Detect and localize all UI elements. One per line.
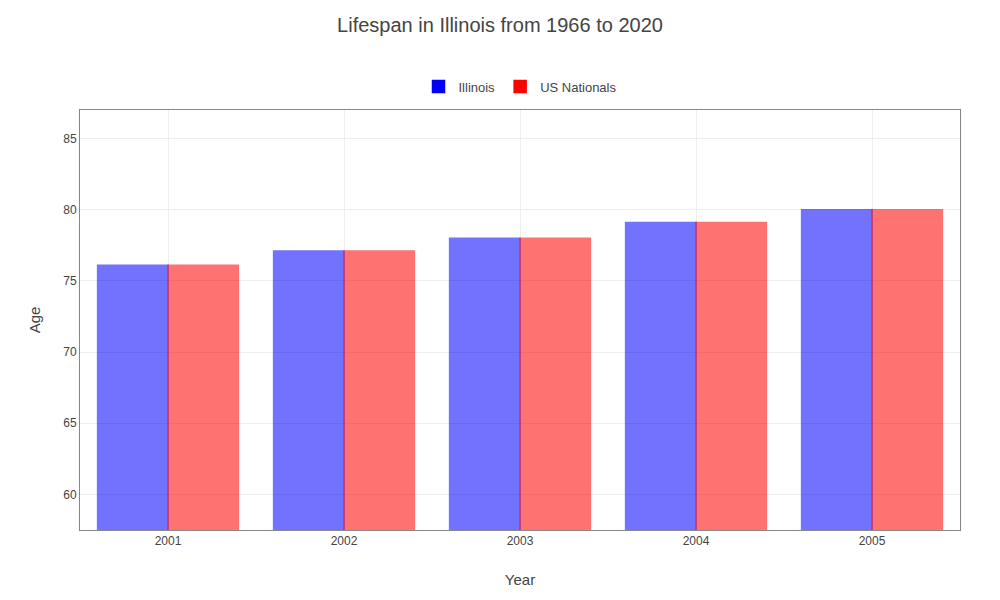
svg-text:2005: 2005 [859, 534, 886, 548]
svg-text:Age: Age [26, 307, 43, 334]
svg-text:2003: 2003 [507, 534, 534, 548]
svg-text:70: 70 [63, 345, 77, 359]
svg-text:Lifespan in Illinois from 1966: Lifespan in Illinois from 1966 to 2020 [337, 14, 663, 36]
svg-text:2001: 2001 [155, 534, 182, 548]
svg-text:75: 75 [63, 274, 77, 288]
svg-text:Year: Year [505, 571, 535, 588]
svg-text:85: 85 [63, 132, 77, 146]
svg-text:2002: 2002 [331, 534, 358, 548]
svg-text:60: 60 [63, 488, 77, 502]
svg-text:Illinois: Illinois [459, 80, 496, 95]
svg-text:2004: 2004 [683, 534, 710, 548]
svg-text:US Nationals: US Nationals [540, 80, 616, 95]
svg-text:65: 65 [63, 416, 77, 430]
svg-text:80: 80 [63, 203, 77, 217]
